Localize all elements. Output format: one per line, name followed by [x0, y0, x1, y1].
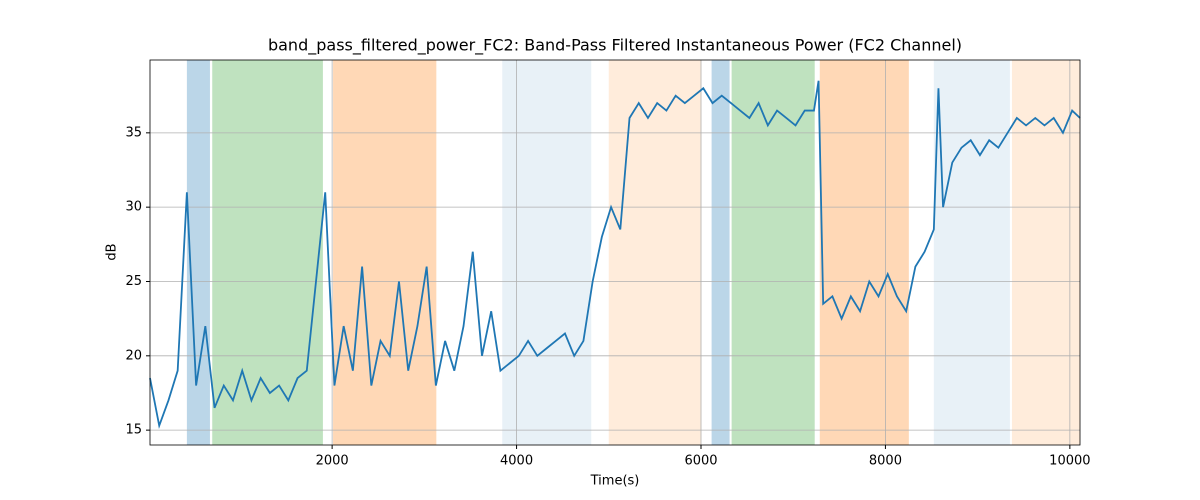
plot-frame: [149, 59, 1081, 446]
x-axis-label: Time(s): [590, 474, 640, 489]
x-tick-label: 4000: [500, 454, 533, 469]
span: [502, 60, 592, 445]
x-tick-label: 8000: [869, 454, 902, 469]
y-tick-label: 25: [125, 274, 142, 289]
y-tick-label: 15: [125, 423, 142, 438]
span: [731, 60, 815, 445]
y-tick-label: 35: [125, 125, 142, 140]
x-tick-label: 2000: [316, 454, 349, 469]
span: [933, 60, 1010, 445]
span: [212, 60, 323, 445]
chart-title: band_pass_filtered_power_FC2: Band-Pass …: [268, 36, 962, 56]
span: [608, 60, 702, 445]
x-tick-label: 10000: [1049, 454, 1090, 469]
span: [819, 60, 909, 445]
y-tick-label: 20: [125, 348, 142, 363]
y-axis-label: dB: [105, 243, 120, 260]
span: [186, 60, 210, 445]
line: [149, 80, 1081, 430]
y-tick-label: 30: [125, 200, 142, 215]
span: [711, 60, 730, 445]
x-tick-label: 6000: [684, 454, 717, 469]
span: [333, 60, 437, 445]
